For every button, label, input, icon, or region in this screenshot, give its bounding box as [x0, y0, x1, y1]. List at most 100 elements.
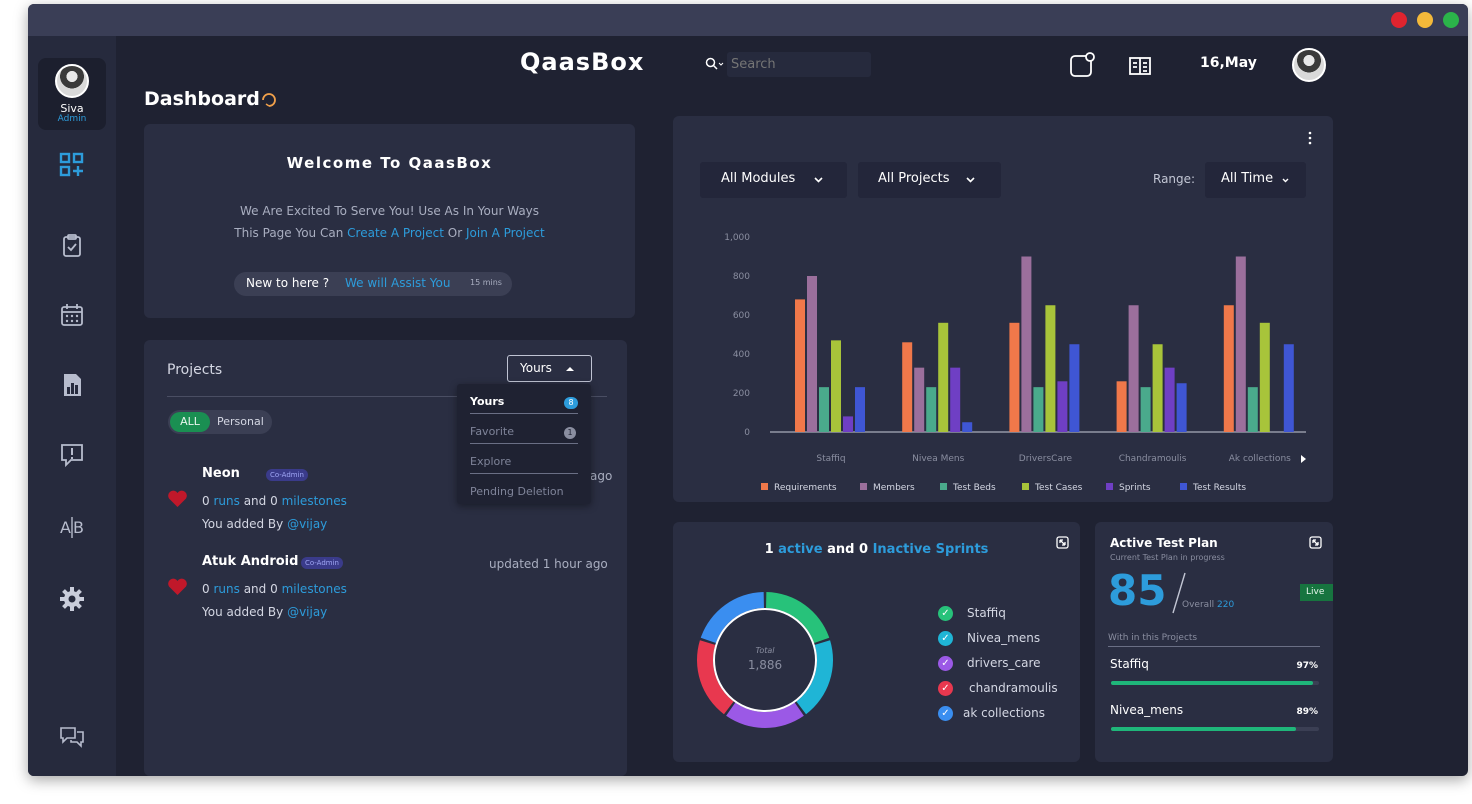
header-avatar[interactable]: [1292, 48, 1326, 82]
user-link[interactable]: @vijay: [287, 517, 328, 531]
assist-pill[interactable]: New to here ? We will Assist You 15 mins: [234, 272, 512, 296]
donut-slice[interactable]: [700, 592, 764, 643]
modules-filter-select[interactable]: All Modules: [700, 162, 847, 198]
feedback-icon[interactable]: [59, 442, 85, 468]
donut-slice[interactable]: [726, 702, 804, 728]
project-name[interactable]: Atuk Android: [202, 554, 299, 569]
expand-icon[interactable]: [1056, 536, 1069, 549]
bar[interactable]: [1116, 381, 1127, 432]
runs-link[interactable]: runs: [213, 582, 240, 596]
bar[interactable]: [1283, 344, 1294, 432]
bar[interactable]: [1140, 387, 1151, 432]
x-tick-label: Staffiq: [816, 454, 845, 464]
heart-icon[interactable]: [167, 490, 188, 508]
heart-icon[interactable]: [167, 578, 188, 596]
chat-icon[interactable]: [59, 724, 85, 750]
notification-icon[interactable]: [1069, 52, 1095, 78]
runs-link[interactable]: runs: [213, 494, 240, 508]
chevron-right-icon[interactable]: [1301, 455, 1306, 463]
projects-filter-select[interactable]: Yours: [507, 355, 592, 382]
refresh-icon[interactable]: [260, 91, 278, 109]
donut-slice[interactable]: [766, 592, 830, 643]
bar-chart: 0 200 400 600 800 1,000 Staffiq Nivea Mens Drive…: [724, 233, 1306, 493]
project-name[interactable]: Neon: [202, 466, 240, 481]
join-project-link[interactable]: Join A Project: [465, 226, 545, 240]
bar[interactable]: [1176, 383, 1187, 432]
bar[interactable]: [1069, 344, 1080, 432]
expand-icon[interactable]: [1309, 536, 1322, 549]
bar[interactable]: [1021, 256, 1032, 433]
range-select[interactable]: All Time: [1205, 162, 1306, 198]
bar[interactable]: [1009, 322, 1020, 432]
milestones-link[interactable]: milestones: [281, 582, 347, 596]
bar[interactable]: [962, 422, 973, 432]
menu-item-pending-deletion[interactable]: Pending Deletion: [470, 480, 578, 504]
bar[interactable]: [914, 367, 925, 432]
range-label: Range:: [1153, 172, 1196, 186]
scope-chip-personal[interactable]: Personal: [217, 415, 264, 428]
section-label: With in this Projects: [1108, 633, 1198, 643]
minimize-window-button[interactable]: [1417, 12, 1433, 28]
milestones-link[interactable]: milestones: [281, 494, 347, 508]
user-link[interactable]: @vijay: [287, 605, 328, 619]
inactive-sprints-link[interactable]: Inactive Sprints: [872, 542, 989, 557]
bar[interactable]: [1128, 305, 1139, 432]
bar[interactable]: [807, 276, 817, 432]
bar[interactable]: [1033, 387, 1044, 432]
test-plan-item-percent: 97%: [1296, 661, 1318, 671]
dashboard-icon[interactable]: [59, 152, 85, 178]
calendar-icon[interactable]: [59, 302, 85, 328]
chevron-down-icon: [966, 177, 975, 183]
close-window-button[interactable]: [1391, 12, 1407, 28]
maximize-window-button[interactable]: [1443, 12, 1459, 28]
more-options-icon[interactable]: [1307, 131, 1313, 145]
report-icon[interactable]: [59, 372, 85, 398]
x-tick-label: Chandramoulis: [1119, 454, 1187, 464]
bar[interactable]: [843, 416, 853, 432]
bar[interactable]: [1152, 344, 1163, 432]
bar[interactable]: [795, 299, 805, 432]
chart-card: All Modules All Projects Range: All Time…: [673, 116, 1333, 502]
bar[interactable]: [1247, 387, 1258, 432]
test-plan-item[interactable]: Nivea_mens 89%: [1110, 700, 1320, 740]
welcome-line-2-prefix: This Page You Can: [234, 226, 344, 240]
user-profile-card[interactable]: Siva Admin: [38, 58, 106, 130]
menu-count-badge: 1: [564, 427, 576, 439]
page-title: Dashboard: [144, 88, 260, 110]
bar[interactable]: [938, 322, 949, 432]
search-icon[interactable]: [705, 57, 725, 71]
bar[interactable]: [1259, 322, 1270, 432]
donut-slice[interactable]: [697, 640, 734, 715]
scope-chip-all[interactable]: ALL: [170, 412, 210, 432]
bar[interactable]: [1164, 367, 1175, 432]
menu-item-yours[interactable]: Yours 8: [470, 390, 578, 414]
assist-link[interactable]: We will Assist You: [345, 276, 451, 290]
settings-icon[interactable]: [59, 586, 85, 612]
clipboard-icon[interactable]: [59, 232, 85, 258]
documents-icon[interactable]: [1128, 53, 1152, 77]
sprints-title: 1 active and 0 Inactive Sprints: [673, 542, 1080, 557]
bar[interactable]: [950, 367, 961, 432]
bar[interactable]: [902, 342, 913, 432]
bar[interactable]: [1045, 305, 1056, 432]
search-input[interactable]: [727, 52, 871, 77]
runs-count: 0: [202, 494, 210, 508]
bar[interactable]: [831, 340, 841, 432]
welcome-card: Welcome To QaasBox We Are Excited To Ser…: [144, 124, 635, 318]
projects-filter-dropdown[interactable]: All Projects: [858, 162, 1001, 198]
bar[interactable]: [1057, 381, 1068, 432]
menu-item-explore[interactable]: Explore: [470, 450, 578, 474]
bar[interactable]: [1223, 305, 1234, 432]
bar[interactable]: [819, 387, 829, 432]
menu-item-favorite[interactable]: Favorite 1: [470, 420, 578, 444]
active-sprints-link[interactable]: active: [778, 542, 823, 557]
test-plan-item[interactable]: Staffiq 97%: [1110, 654, 1320, 694]
bar[interactable]: [1235, 256, 1246, 433]
bar[interactable]: [926, 387, 937, 432]
added-by: You added By @vijay: [202, 605, 327, 619]
donut-slice[interactable]: [796, 640, 833, 715]
create-project-link[interactable]: Create A Project: [347, 226, 444, 240]
current-date: 16,May: [1200, 55, 1257, 71]
bar[interactable]: [855, 387, 865, 432]
